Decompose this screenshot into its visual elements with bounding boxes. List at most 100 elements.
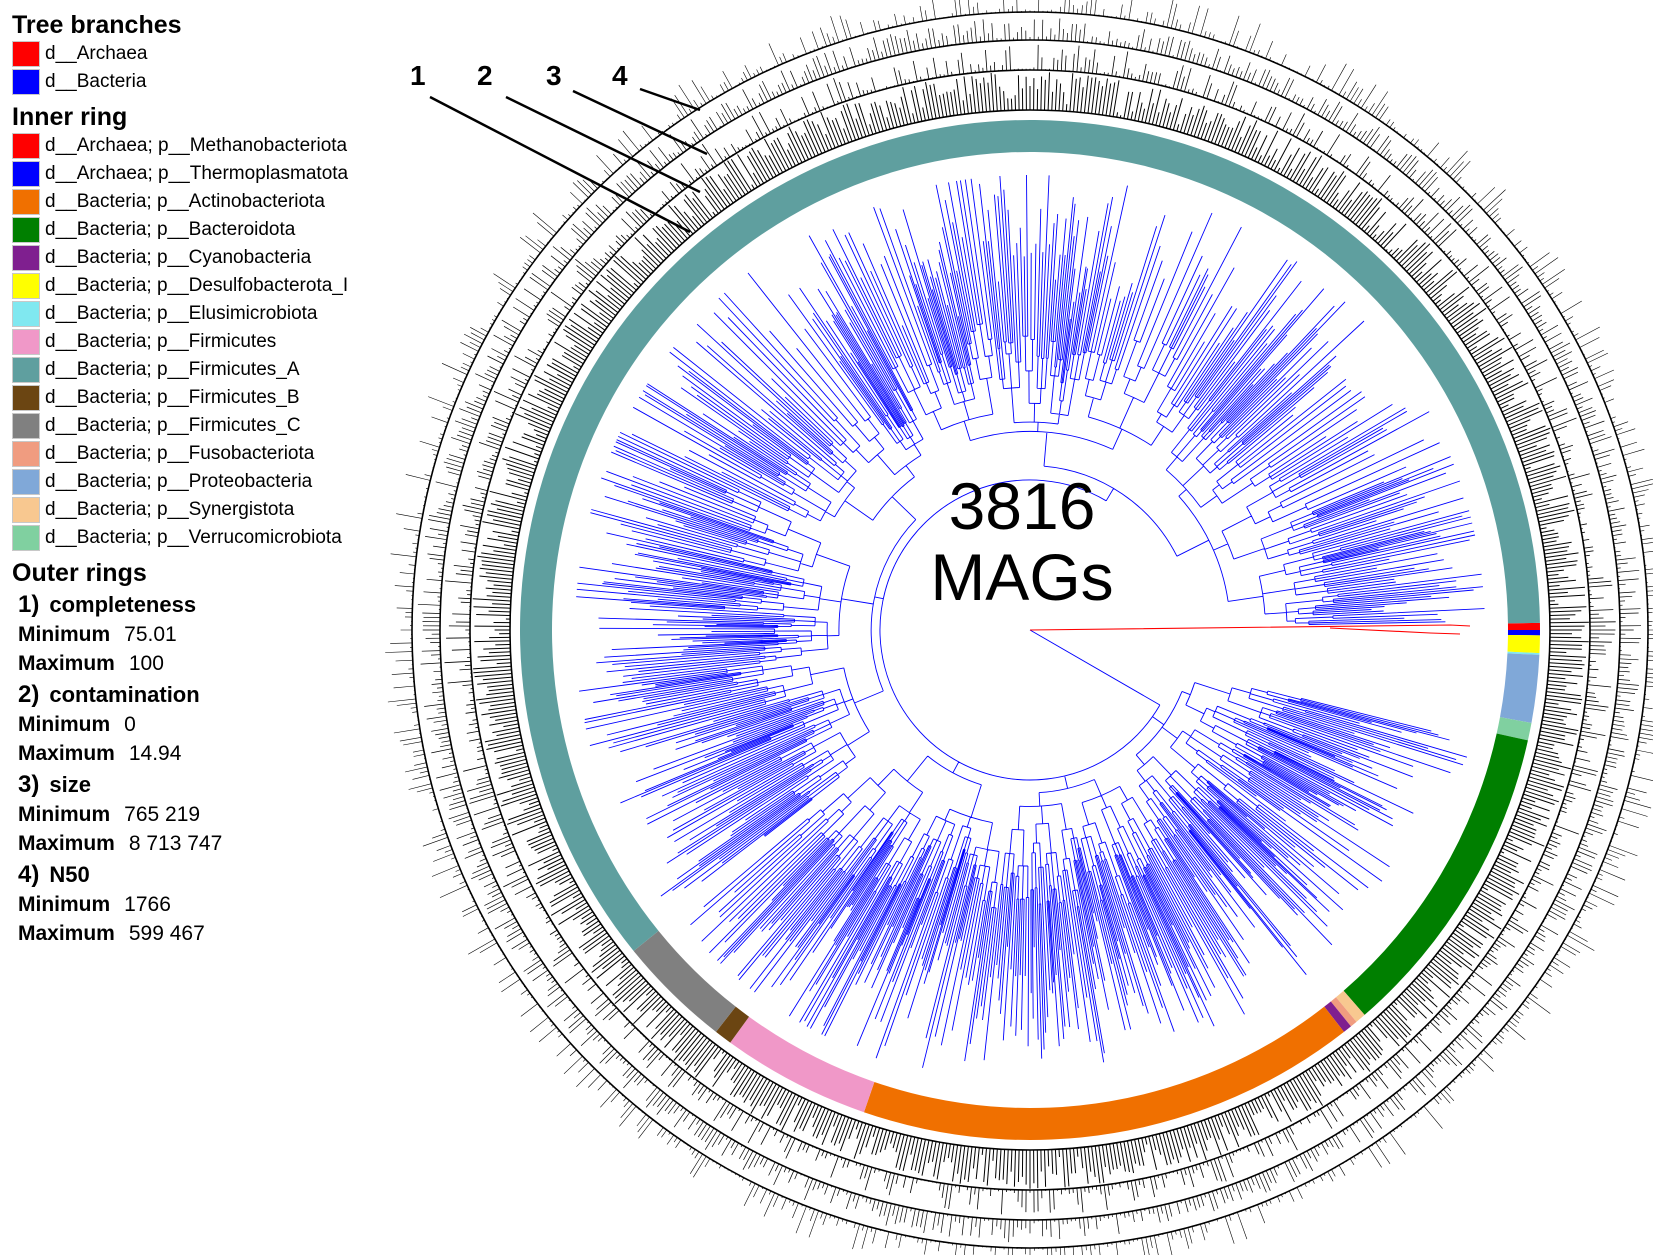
inner-ring-segment [1507,630,1541,636]
tree-branches-title: Tree branches [12,11,182,39]
outer-ring-header: 2) contamination [12,680,412,710]
inner-ring-segment [1343,733,1528,1015]
inner-ring-swatch [12,385,40,411]
inner-taxonomy-ring [520,120,1541,1140]
max-value: 14.94 [128,742,182,765]
inner-ring-swatch [12,525,40,551]
ring-callouts: 1 2 3 4 [410,60,708,234]
max-label: Maximum [18,832,115,855]
outer-ring-4 [385,0,1653,1255]
outer-ring-number: 4) [18,861,40,888]
inner-ring-label: d__Bacteria; p__Firmicutes_C [45,415,301,436]
inner-ring-item: d__Bacteria; p__Actinobacteriota [12,188,412,216]
inner-ring-item: d__Bacteria; p__Proteobacteria [12,468,412,496]
inner-ring-title: Inner ring [12,103,128,131]
tree-branches-list: d__Archaea d__Bacteria [12,40,412,96]
min-value: 1766 [124,893,171,916]
inner-ring-item: d__Bacteria; p__Firmicutes [12,328,412,356]
min-value: 75.01 [124,623,177,646]
outer-ring-min: Minimum 765 219 [12,800,412,829]
outer-ring-number: 1) [18,591,40,618]
ring-callout-number: 2 [477,60,493,91]
inner-ring-item: d__Archaea; p__Thermoplasmatota [12,160,412,188]
inner-ring-item: d__Bacteria; p__Bacteroidota [12,216,412,244]
inner-ring-item: d__Bacteria; p__Elusimicrobiota [12,300,412,328]
inner-ring-label: d__Bacteria; p__Proteobacteria [45,471,313,492]
ring-bars [417,18,1642,1243]
inner-ring-swatch [12,217,40,243]
inner-ring-label: d__Bacteria; p__Synergistota [45,499,295,520]
inner-ring-segment [633,930,736,1032]
ring-callout-number: 4 [612,60,628,91]
outer-ring-name: N50 [49,862,90,887]
min-label: Minimum [18,623,111,646]
inner-ring-item: d__Bacteria; p__Synergistota [12,496,412,524]
min-value: 765 219 [124,803,201,826]
outer-ring-name: size [49,772,91,797]
outer-ring-max: Maximum 14.94 [12,739,412,768]
min-value: 0 [124,713,136,736]
inner-ring-label: d__Bacteria; p__Cyanobacteria [45,247,312,268]
max-value: 599 467 [128,922,205,945]
outer-ring-number: 2) [18,681,40,708]
outer-rings-title: Outer rings [12,559,147,587]
center-count: 3816 [949,469,1096,543]
outer-ring-header: 3) size [12,770,412,800]
inner-ring-label: d__Bacteria; p__Desulfobacterota_I [45,275,349,296]
outer-ring-max: Maximum 8 713 747 [12,829,412,858]
inner-ring-segment [1507,622,1541,630]
outer-ring-name: completeness [49,592,197,617]
inner-ring-segment [1330,997,1357,1027]
ring-callout-number: 1 [410,60,426,91]
outer-ring-metric: 3) size Minimum 765 219 Maximum 8 713 747 [12,770,412,858]
outer-ring-name: contamination [49,682,200,707]
min-label: Minimum [18,893,111,916]
inner-ring-item: d__Bacteria; p__Cyanobacteria [12,244,412,272]
min-label: Minimum [18,713,111,736]
inner-ring-swatch [12,329,40,355]
inner-ring-item: d__Bacteria; p__Verrucomicrobiota [12,524,412,552]
inner-ring-segment [1496,717,1532,741]
outer-ring-1 [472,72,1589,1189]
callout-leader-line [572,89,708,156]
tree-branch-swatch [12,69,40,95]
outer-ring-3 [417,18,1642,1243]
outer-ring-2 [444,44,1616,1215]
inner-ring-segment [1507,651,1540,655]
inner-ring-swatch [12,301,40,327]
max-label: Maximum [18,922,115,945]
bacteria-branches [576,174,1485,1068]
inner-ring-item: d__Bacteria; p__Desulfobacterota_I [12,272,412,300]
inner-ring-swatch [12,441,40,467]
tree-branch-label: d__Archaea [45,43,148,64]
max-label: Maximum [18,742,115,765]
inner-ring-swatch [12,161,40,187]
ring-bars [385,0,1653,1255]
inner-ring-segment [1507,635,1540,654]
tree-branch-item: d__Archaea [12,40,412,68]
callout-leader-line [429,95,691,234]
inner-ring-swatch [12,357,40,383]
inner-ring-item: d__Bacteria; p__Firmicutes_B [12,384,412,412]
outer-rings-section: Outer rings 1) completeness Minimum 75.01 Ma… [12,558,412,948]
outer-ring-header: 4) N50 [12,860,412,890]
outer-ring-metric: 1) completeness Minimum 75.01 Maximum 100 [12,590,412,678]
inner-ring-segment [1324,1001,1351,1032]
inner-ring-label: d__Bacteria; p__Firmicutes_A [45,359,300,380]
outer-ring-min: Minimum 1766 [12,890,412,919]
outer-ring-min: Minimum 75.01 [12,620,412,649]
outer-ring-max: Maximum 100 [12,649,412,678]
outer-rings-list: 1) completeness Minimum 75.01 Maximum 100 2) co… [12,590,412,948]
inner-ring-swatch [12,273,40,299]
tree-branch-label: d__Bacteria [45,71,147,92]
tree-branches-section: Tree branches d__Archaea d__Bacteria [12,10,412,96]
tree-branch-swatch [12,41,40,67]
inner-ring-label: d__Archaea; p__Methanobacteriota [45,135,348,156]
ring-bars [472,72,1589,1189]
ring-bars [444,44,1616,1215]
outer-bar-rings [385,0,1653,1255]
outer-ring-min: Minimum 0 [12,710,412,739]
callout-leader-line [639,87,701,112]
max-value: 8 713 747 [128,832,223,855]
